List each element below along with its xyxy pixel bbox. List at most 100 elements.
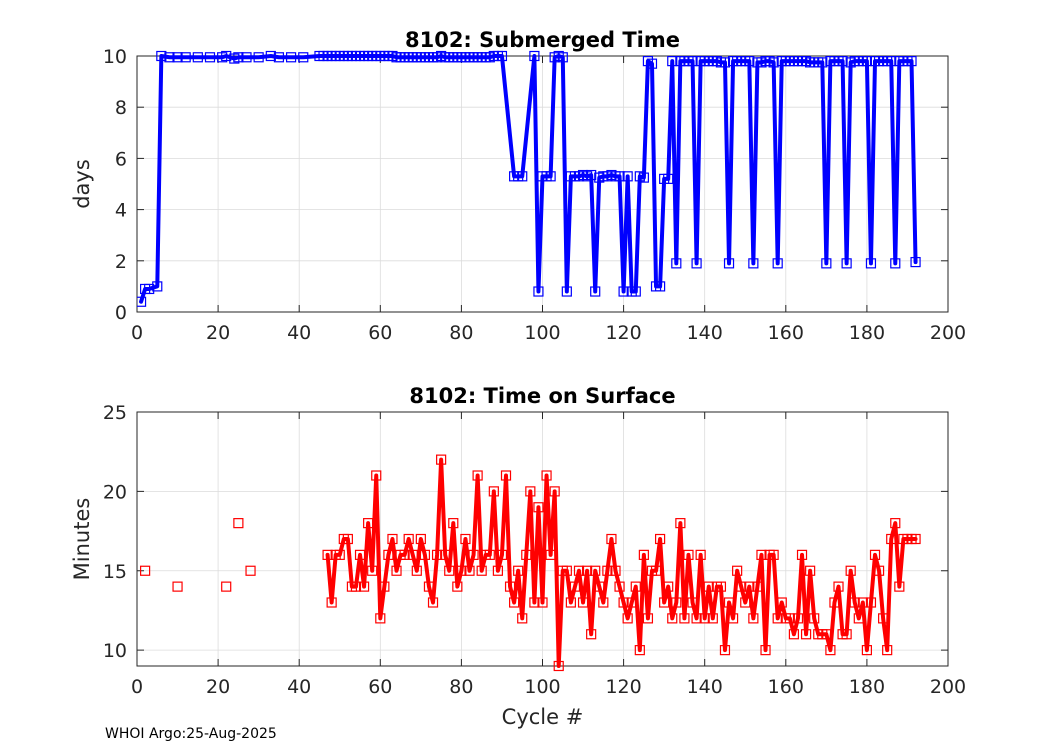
- data-point: [468, 549, 479, 560]
- data-point: [865, 258, 877, 269]
- data-point: [431, 549, 443, 560]
- data-point: [865, 597, 877, 608]
- x-tick-label: 40: [287, 322, 311, 344]
- data-point: [529, 597, 540, 608]
- y-tick-label: 25: [103, 402, 127, 424]
- data-point: [358, 581, 370, 592]
- data-point: [622, 171, 633, 182]
- data-point: [703, 581, 714, 592]
- data-point: [407, 549, 418, 560]
- data-point: [367, 565, 378, 576]
- y-tick-label: 0: [115, 302, 127, 324]
- x-tick-label: 140: [687, 322, 723, 344]
- data-point: [172, 52, 183, 63]
- data-point: [614, 581, 625, 592]
- data-point: [144, 283, 155, 295]
- x-tick-label: 120: [605, 322, 641, 344]
- data-point: [221, 581, 232, 592]
- data-point: [671, 258, 682, 269]
- data-point: [265, 50, 276, 62]
- data-point: [156, 50, 167, 62]
- data-point: [886, 56, 897, 67]
- data-point: [869, 549, 881, 560]
- data-point: [691, 613, 702, 624]
- data-point: [472, 470, 483, 481]
- data-point: [646, 58, 658, 69]
- data-point: [776, 597, 787, 608]
- data-point: [667, 613, 678, 624]
- data-point: [436, 454, 447, 465]
- data-point: [334, 549, 345, 560]
- data-point: [541, 470, 552, 481]
- data-point: [687, 597, 698, 608]
- data-point: [423, 581, 435, 592]
- data-point: [845, 565, 856, 576]
- data-point: [180, 52, 191, 63]
- data-point: [399, 549, 410, 560]
- data-point: [622, 613, 633, 624]
- data-point: [634, 645, 645, 656]
- data-point: [594, 581, 605, 592]
- data-point: [788, 629, 800, 640]
- data-point: [744, 56, 755, 67]
- data-point: [513, 565, 524, 576]
- data-point: [476, 565, 487, 576]
- x-tick-label: 80: [449, 322, 473, 344]
- data-point: [630, 286, 641, 297]
- data-point: [841, 258, 852, 269]
- data-point: [464, 565, 475, 576]
- data-point: [221, 50, 232, 62]
- data-point: [452, 581, 463, 592]
- data-point: [298, 52, 309, 63]
- x-tick-label: 20: [206, 676, 230, 698]
- data-point: [448, 518, 459, 529]
- data-point: [829, 597, 840, 608]
- data-point: [602, 565, 613, 576]
- data-point: [768, 57, 779, 68]
- data-point: [488, 486, 499, 497]
- data-point: [878, 613, 889, 624]
- data-point: [586, 169, 597, 181]
- data-point: [411, 565, 422, 576]
- chart-title: 8102: Time on Surface: [409, 384, 675, 408]
- data-point: [671, 597, 682, 608]
- data-point: [517, 613, 528, 624]
- data-point: [241, 52, 252, 63]
- data-point: [322, 549, 333, 560]
- data-point: [906, 56, 917, 67]
- data-point: [204, 52, 216, 63]
- data-point: [484, 549, 495, 560]
- data-point: [537, 597, 548, 608]
- data-point: [748, 613, 759, 624]
- data-point: [533, 286, 544, 297]
- data-point: [586, 629, 597, 640]
- data-point: [841, 629, 852, 640]
- y-tick-label: 10: [103, 46, 127, 68]
- data-layer: [140, 454, 921, 672]
- data-point: [521, 549, 532, 560]
- data-point: [419, 549, 431, 560]
- data-point: [663, 173, 674, 184]
- data-point: [792, 613, 804, 624]
- y-tick-label: 2: [115, 251, 127, 273]
- data-point: [606, 533, 617, 545]
- data-layer: [137, 50, 921, 307]
- data-point: [152, 281, 163, 292]
- data-point: [873, 565, 885, 576]
- data-point: [233, 52, 244, 63]
- data-point: [557, 52, 568, 63]
- data-point: [642, 613, 654, 624]
- data-point: [529, 50, 540, 62]
- data-point: [768, 549, 779, 560]
- x-tick-label: 180: [849, 676, 885, 698]
- data-point: [667, 56, 678, 67]
- data-point: [440, 549, 451, 560]
- data-point: [618, 286, 629, 297]
- data-point: [375, 613, 386, 624]
- data-point: [821, 258, 832, 269]
- x-axis-label: Cycle #: [502, 705, 584, 729]
- x-tick-label: 140: [687, 676, 723, 698]
- data-point: [861, 645, 873, 656]
- data-point: [630, 581, 641, 592]
- data-point: [679, 613, 690, 624]
